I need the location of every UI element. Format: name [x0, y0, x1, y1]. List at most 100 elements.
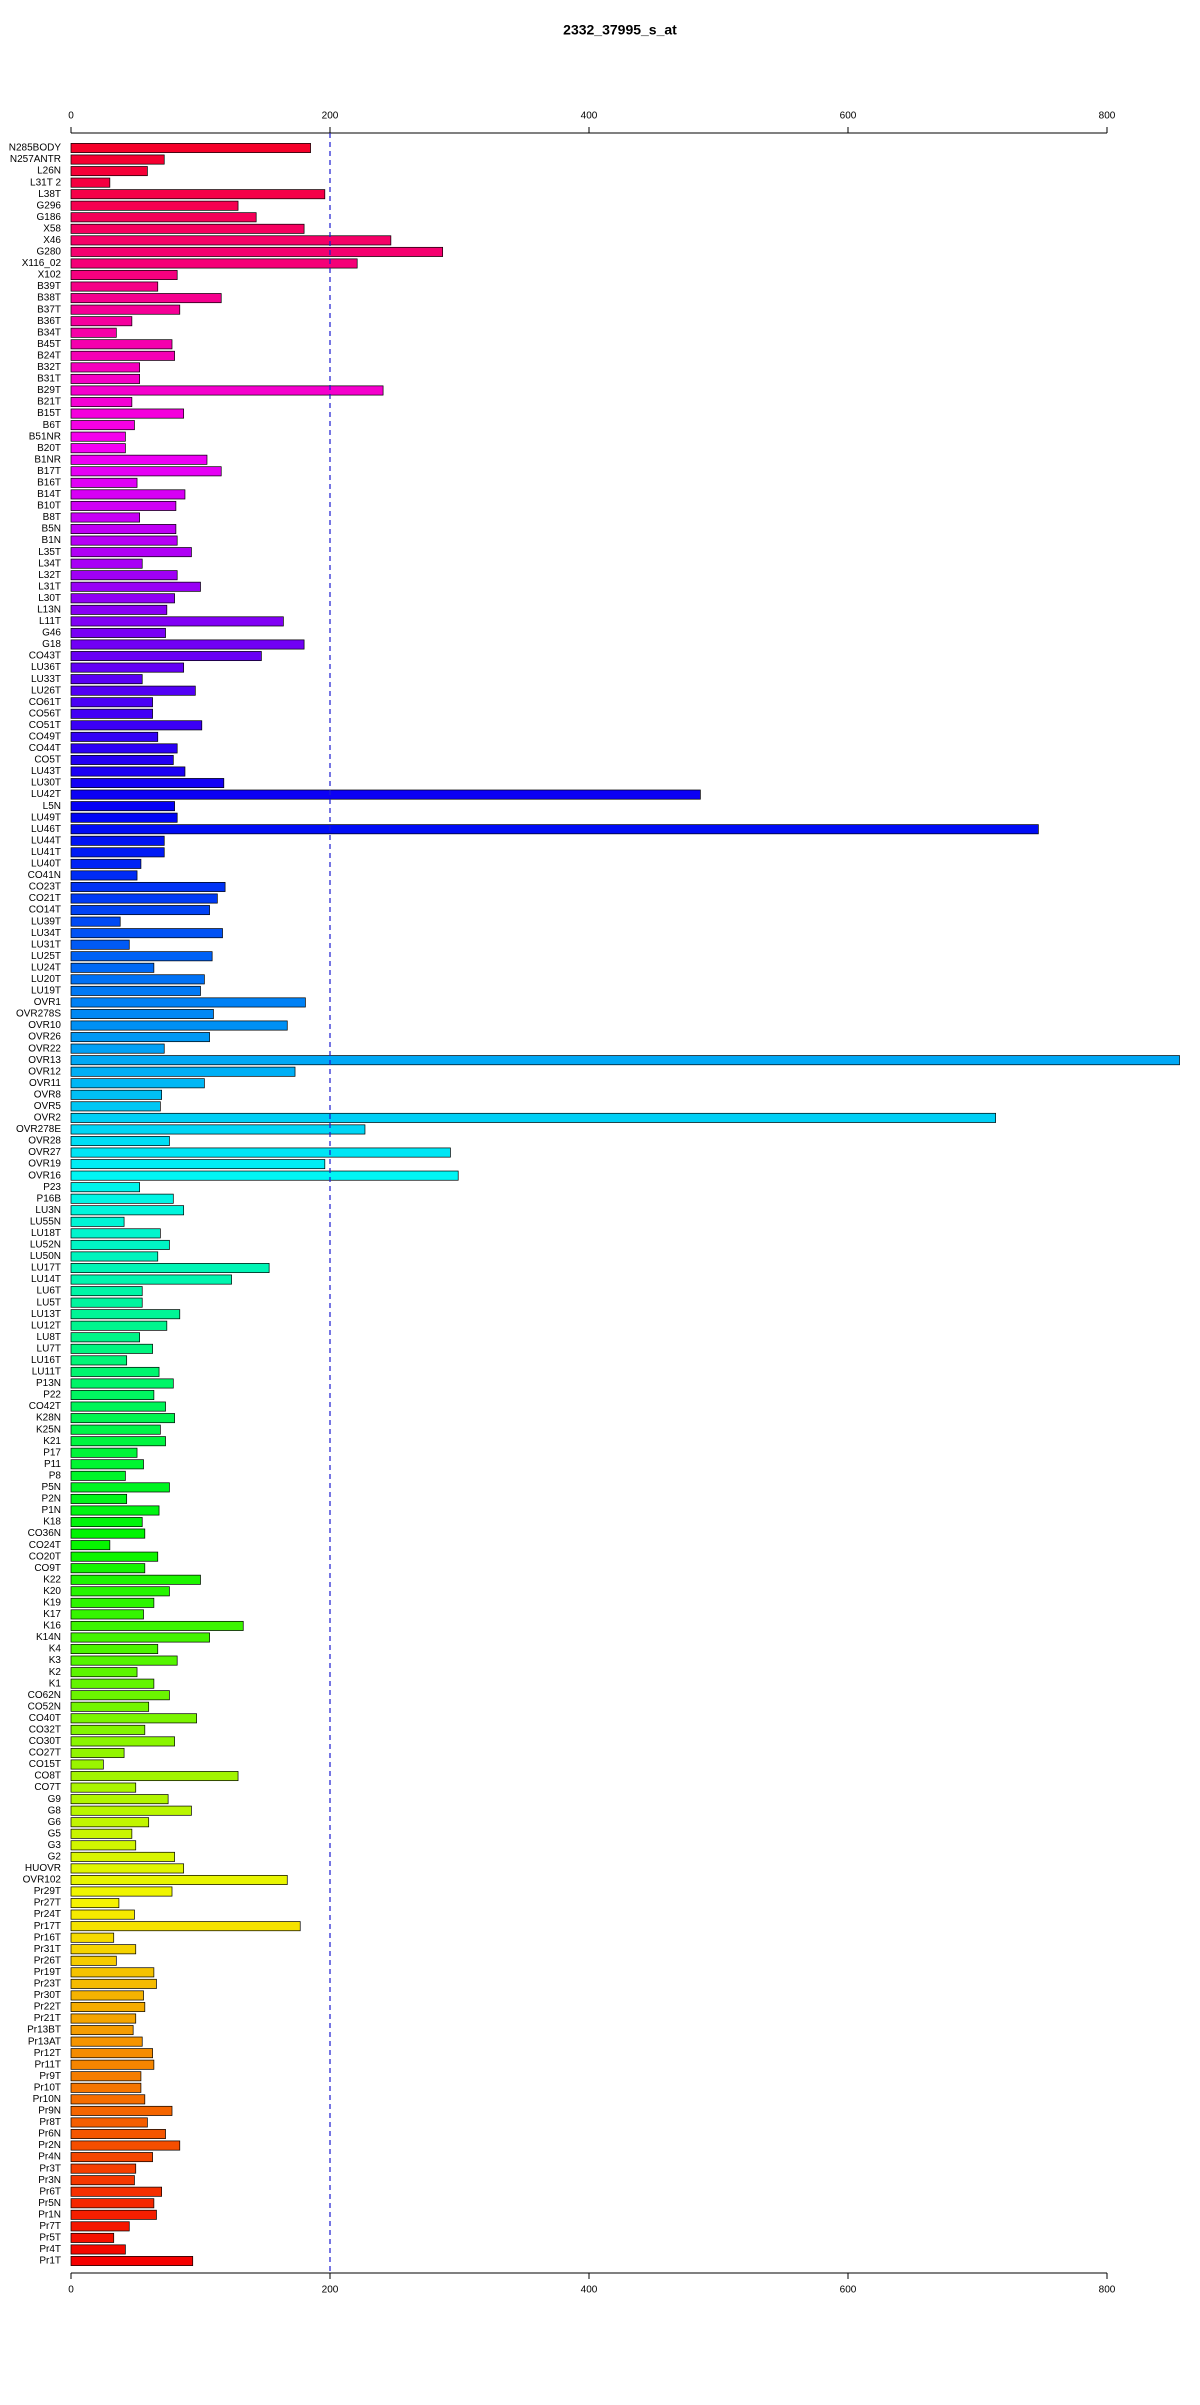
y-tick-label: Pr23T	[34, 1979, 61, 1990]
bar	[70, 2232, 115, 2243]
y-tick-label: G9	[48, 1794, 62, 1805]
y-tick-label: L32T	[38, 570, 61, 581]
bar	[70, 246, 444, 257]
bar	[70, 962, 155, 973]
y-tick-label: B34T	[37, 327, 61, 338]
bar	[70, 154, 165, 165]
bar	[70, 489, 186, 500]
bar	[70, 1032, 210, 1043]
bar	[70, 1112, 996, 1123]
y-tick-label: B6T	[43, 420, 61, 431]
y-tick-label: CO8T	[34, 1771, 61, 1782]
bar	[70, 1170, 459, 1181]
y-tick-label: OVR11	[29, 1078, 61, 1089]
bar	[70, 1216, 125, 1227]
bar	[70, 1239, 170, 1250]
y-tick-label: B14T	[37, 489, 61, 500]
y-tick-label: LU25T	[31, 951, 61, 962]
y-tick-label: Pr30T	[34, 1990, 61, 2001]
y-tick-label: P2N	[42, 1494, 61, 1505]
bar	[70, 2048, 153, 2059]
y-tick-label: Pr9T	[39, 2071, 61, 2082]
y-tick-label: N257ANTR	[10, 154, 61, 165]
bar	[70, 812, 178, 823]
y-tick-label: Pr17T	[34, 1921, 61, 1932]
bar	[70, 1597, 155, 1608]
bar	[70, 350, 175, 361]
bar	[70, 974, 205, 985]
y-tick-label: K21	[43, 1436, 61, 1447]
bar	[70, 847, 165, 858]
bar	[70, 2198, 155, 2209]
bar	[70, 893, 218, 904]
bar	[70, 697, 153, 708]
bar	[70, 512, 140, 523]
bar	[70, 270, 178, 280]
y-tick-label: P11	[44, 1459, 61, 1470]
bar	[70, 905, 210, 916]
y-tick-label: P22	[43, 1390, 61, 1401]
y-tick-label: L31T	[38, 581, 61, 592]
bar	[70, 731, 159, 742]
y-tick-label: Pr31T	[34, 1944, 61, 1955]
y-tick-label: N285BODY	[9, 143, 62, 154]
y-tick-label: B1N	[42, 535, 61, 546]
y-tick-label: Pr6T	[39, 2186, 61, 2197]
y-tick-label: CO24T	[29, 1540, 61, 1551]
y-tick-label: Pr4T	[39, 2244, 61, 2255]
bar	[70, 2209, 157, 2220]
bar	[70, 1193, 174, 1204]
bar	[70, 1286, 143, 1297]
y-tick-label: LU33T	[31, 674, 61, 685]
bar	[70, 1009, 214, 1019]
bar	[70, 720, 203, 731]
bar	[70, 1840, 137, 1851]
y-tick-label: P16B	[37, 1193, 62, 1204]
bar	[70, 951, 213, 962]
bar	[70, 1517, 143, 1527]
bar	[70, 1066, 296, 1077]
bar	[70, 1909, 135, 1920]
y-tick-label: CO20T	[29, 1551, 61, 1562]
bar	[70, 200, 239, 211]
y-tick-label: LU46T	[31, 824, 61, 835]
bar	[70, 916, 121, 927]
y-tick-label: LU39T	[31, 916, 61, 927]
y-tick-label: Pr13AT	[28, 2036, 61, 2047]
y-tick-label: X102	[38, 270, 62, 281]
y-tick-label: K1	[49, 1678, 62, 1689]
y-tick-label: LU34T	[31, 928, 61, 939]
y-tick-label: B16T	[37, 477, 61, 488]
bar	[70, 373, 140, 384]
bar	[70, 1632, 210, 1643]
y-tick-label: Pr5T	[39, 2233, 61, 2244]
y-tick-label: Pr22T	[34, 2002, 61, 2013]
bar	[70, 616, 284, 627]
y-tick-label: CO43T	[29, 651, 61, 662]
bar	[70, 1101, 161, 1112]
bar	[70, 397, 133, 407]
y-tick-label: CO5T	[34, 755, 61, 766]
y-tick-label: LU7T	[37, 1343, 61, 1354]
bar	[70, 293, 222, 304]
y-tick-label: OVR19	[28, 1159, 61, 1170]
bar	[70, 604, 168, 615]
y-tick-label: L35T	[38, 547, 61, 558]
bar	[70, 778, 225, 789]
y-tick-label: CO23T	[29, 882, 61, 893]
y-tick-label: Pr3N	[38, 2175, 61, 2186]
bar	[70, 1609, 144, 1620]
y-tick-label: LU26T	[31, 685, 61, 696]
y-tick-label: P5N	[42, 1482, 61, 1493]
bar	[70, 1724, 146, 1735]
bar	[70, 2163, 137, 2174]
y-tick-label: Pr9N	[38, 2106, 61, 2117]
y-tick-label: OVR27	[28, 1147, 61, 1158]
y-tick-label: B15T	[37, 408, 61, 419]
x-tick-label: 400	[581, 111, 598, 122]
bar	[70, 1771, 239, 1782]
y-tick-label: Pr3T	[39, 2163, 61, 2174]
bar	[70, 1378, 174, 1389]
y-tick-label: LU5T	[37, 1297, 61, 1308]
y-tick-label: K2	[49, 1667, 62, 1678]
